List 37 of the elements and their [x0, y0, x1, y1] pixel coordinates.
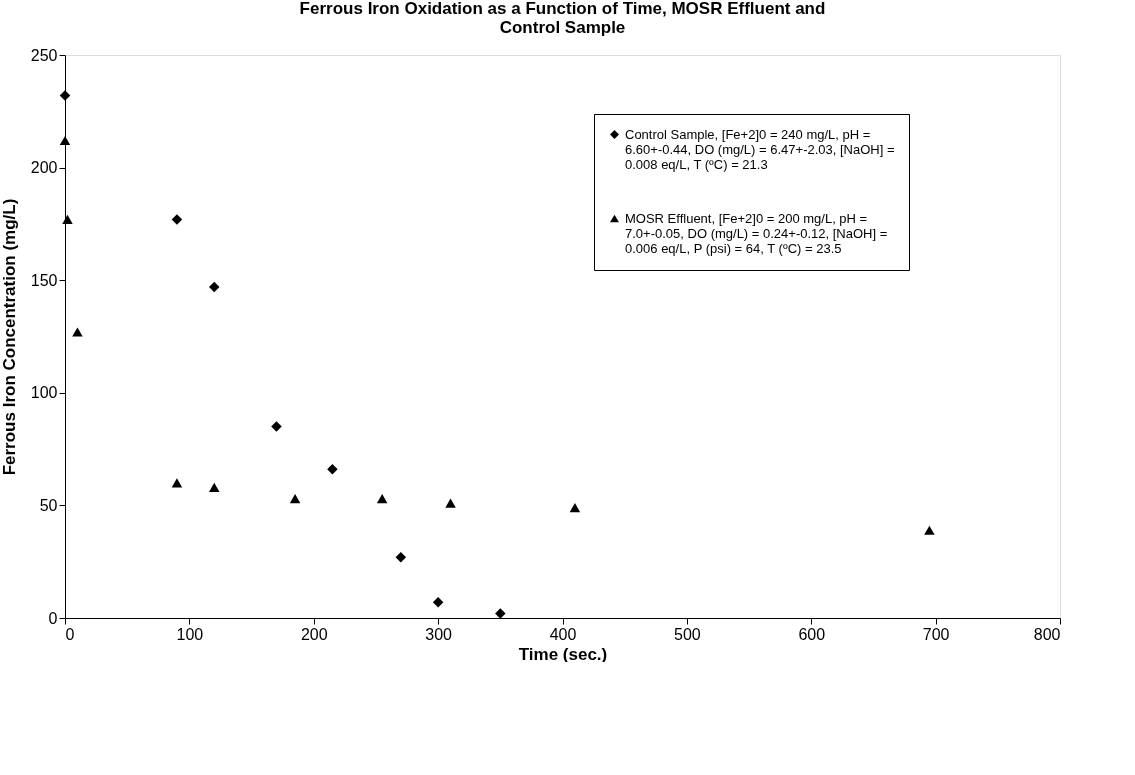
- x-tick-label: 200: [300, 625, 328, 643]
- y-tick-label: 150: [30, 271, 58, 289]
- point: [209, 482, 220, 492]
- x-tick-label: 0: [65, 625, 75, 643]
- point: [395, 551, 407, 563]
- x-tick-label: 300: [425, 625, 453, 643]
- point: [271, 421, 282, 432]
- point: [59, 136, 71, 146]
- point: [445, 498, 456, 508]
- x-tick-label: 500: [674, 625, 701, 643]
- y-tick-label: 200: [30, 159, 58, 177]
- point: [171, 214, 183, 225]
- x-tick-label: 800: [1033, 625, 1061, 643]
- point: [432, 596, 444, 608]
- y-tick-label: 250: [30, 46, 58, 64]
- x-tick-label: 400: [549, 625, 577, 643]
- y-tick-label: 0: [48, 609, 58, 627]
- point: [289, 494, 301, 504]
- point: [924, 525, 935, 535]
- x-tick-label: 600: [798, 625, 826, 643]
- legend-label: Control Sample, [Fe+2]0 = 240 mg/L, pH = 6.60+-0.44, DO (mg/L) = 6.47+-2.03, [NaOH] = 0.008 eq/L, T (ºC) = 21.3: [625, 126, 895, 172]
- y-tick-label: 100: [30, 384, 58, 402]
- point: [72, 327, 83, 337]
- point: [495, 608, 506, 619]
- x-tick-label: 100: [176, 625, 204, 643]
- point: [209, 281, 220, 293]
- legend-label: MOSR Effluent, [Fe+2]0 = 200 mg/L, pH = 7.0+-0.05, DO (mg/L) = 0.24+-0.12, [NaOH] = 0.006 eq/L, P (psi) = 64, T (ºC) = 23.5: [625, 210, 888, 256]
- point: [569, 503, 581, 513]
- point: [62, 214, 73, 224]
- point: [327, 464, 338, 475]
- chart-title: Ferrous Iron Oxidation as a Function of Time, MOSR Effluent and Control Sample: [299, 0, 826, 37]
- point: [59, 90, 71, 101]
- point: [171, 478, 183, 488]
- point: [376, 494, 388, 504]
- y-axis-title: Ferrous Iron Concentration (mg/L): [0, 198, 19, 476]
- y-tick-label: 50: [39, 496, 58, 514]
- x-tick-label: 700: [922, 625, 950, 643]
